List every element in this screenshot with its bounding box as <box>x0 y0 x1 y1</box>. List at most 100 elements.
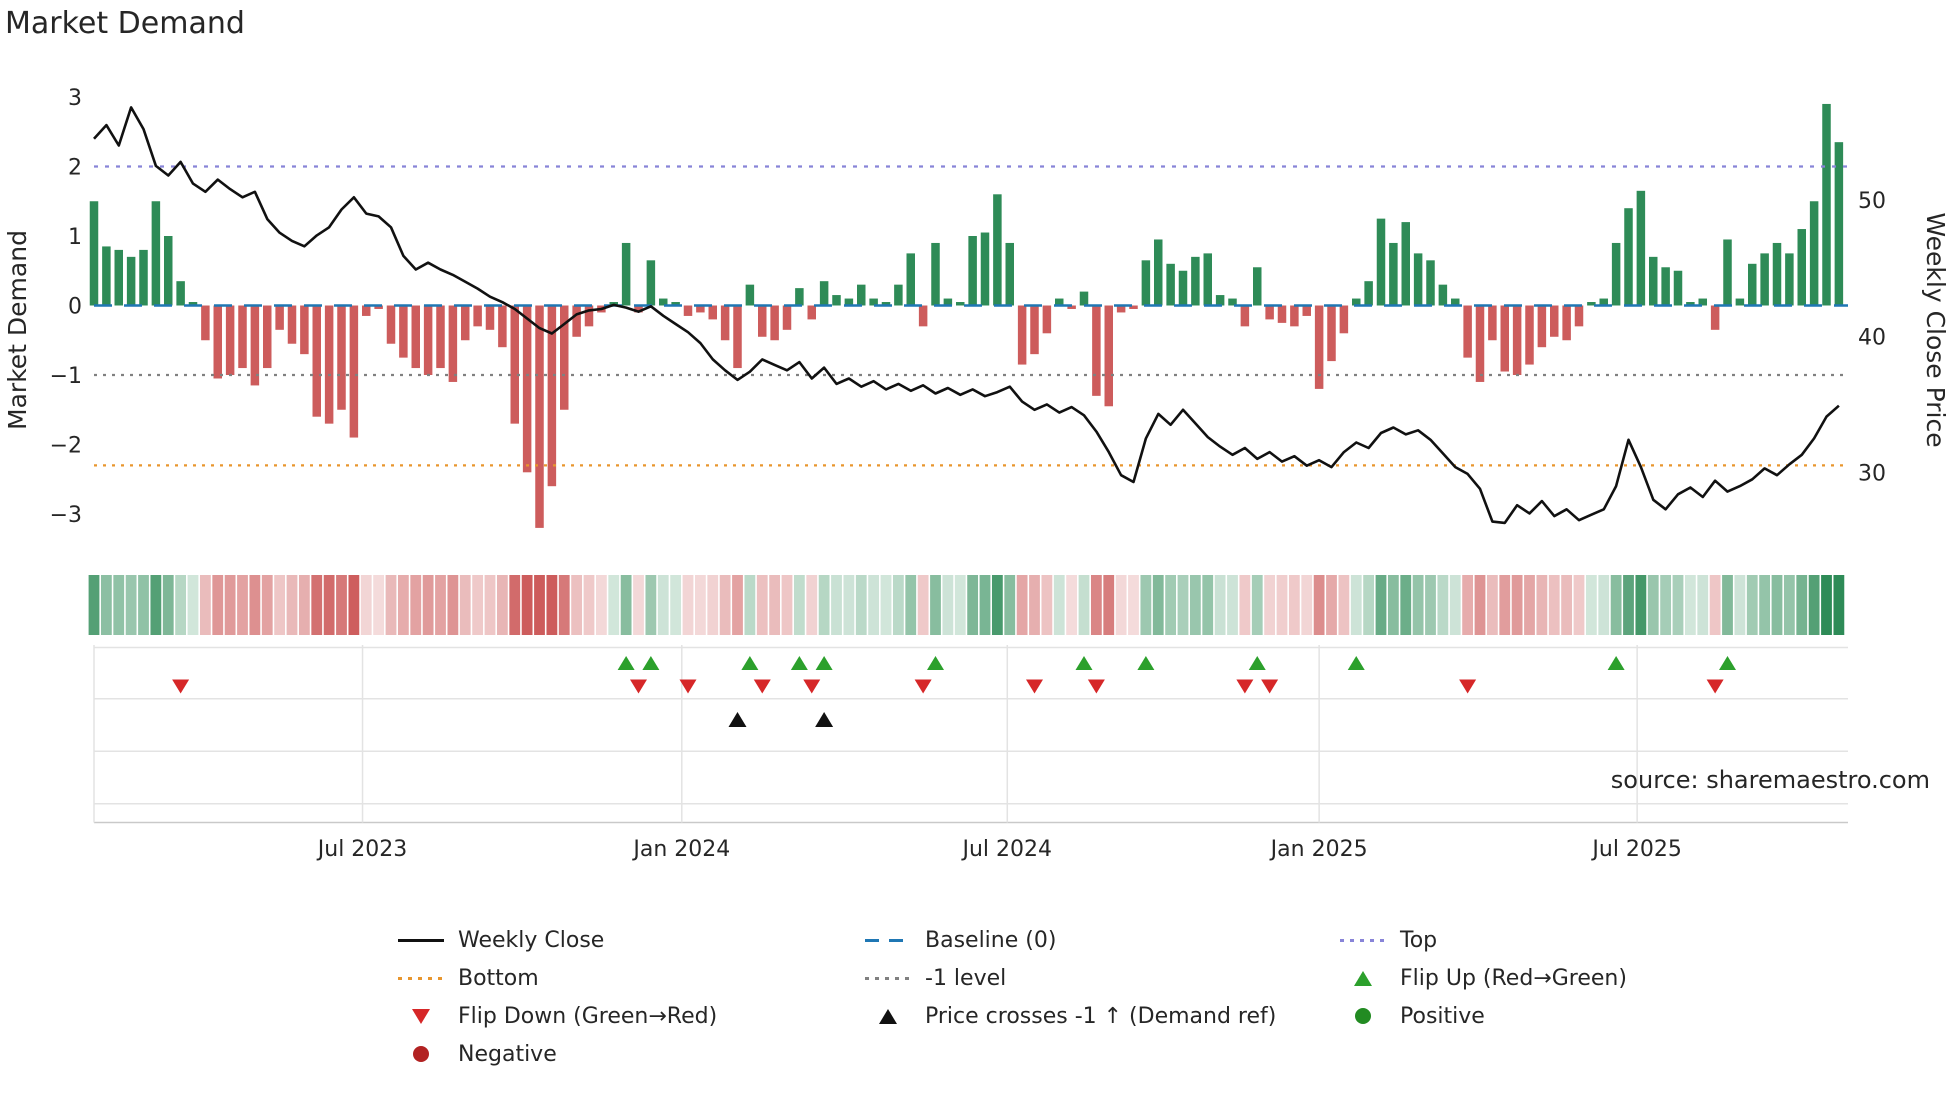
left-axis-tick: −2 <box>50 434 82 459</box>
heatmap-cell <box>1128 575 1139 635</box>
legend-label: Top <box>1400 927 1438 953</box>
heatmap-cell <box>1833 575 1845 635</box>
legend-label: Positive <box>1400 1003 1485 1029</box>
demand-bar <box>1302 305 1311 316</box>
demand-bar <box>918 305 928 327</box>
demand-bar <box>1735 298 1745 306</box>
heatmap-cell <box>534 575 545 635</box>
demand-bar <box>1166 263 1175 306</box>
heatmap-cell <box>620 575 632 635</box>
heatmap-cell <box>954 575 966 635</box>
demand-bar <box>696 305 705 313</box>
demand-bar <box>758 305 767 337</box>
demand-bar <box>708 305 717 320</box>
heatmap-cell <box>496 575 508 635</box>
demand-bar <box>795 288 804 306</box>
heatmap-cell <box>1177 575 1189 635</box>
heatmap-cell <box>336 575 347 635</box>
demand-bar <box>1376 218 1386 306</box>
demand-bar <box>423 305 433 375</box>
flip-down-marker <box>1706 679 1724 694</box>
baseline-dash-icon <box>865 938 911 942</box>
demand-bar <box>869 298 878 306</box>
demand-bar <box>584 305 594 327</box>
legend-label: Bottom <box>458 965 539 991</box>
legend-label: -1 level <box>925 965 1007 991</box>
demand-bar <box>1129 305 1138 309</box>
demand-bar <box>931 242 940 306</box>
demand-bar <box>275 305 284 330</box>
flip-down-marker <box>1261 679 1279 694</box>
heatmap-cell <box>261 575 273 635</box>
demand-bar <box>894 284 903 306</box>
heatmap-cell <box>1041 575 1053 635</box>
demand-bar <box>1352 298 1361 306</box>
demand-bar <box>745 284 755 306</box>
x-axis-tick: Jan 2024 <box>631 837 730 862</box>
heatmap-cell <box>1672 575 1684 635</box>
left-axis-tick: 1 <box>68 225 82 250</box>
heatmap-cell <box>1821 575 1832 635</box>
heatmap-cell <box>892 575 904 635</box>
heatmap-cell <box>1152 575 1164 635</box>
demand-bar <box>337 305 346 410</box>
demand-bar <box>188 302 198 306</box>
legend-label: Flip Down (Green→Red) <box>458 1003 718 1029</box>
demand-bar <box>782 305 792 330</box>
demand-bar <box>1611 242 1621 306</box>
demand-bar <box>1822 103 1831 306</box>
source-text: source: sharemaestro.com <box>1611 766 1930 794</box>
heatmap-cell <box>1425 575 1436 635</box>
demand-bar <box>510 305 519 424</box>
heatmap-cell <box>1734 575 1746 635</box>
flip-up-marker <box>1248 656 1266 670</box>
heatmap-cell <box>831 575 842 635</box>
price-cross-marker <box>815 712 834 727</box>
left-axis-tick: 0 <box>68 295 82 320</box>
demand-bar <box>1438 284 1448 306</box>
weekly-close-line-icon <box>398 938 444 942</box>
heatmap-cell <box>1474 575 1486 635</box>
heatmap-cell <box>1647 575 1659 635</box>
demand-bar <box>572 305 581 337</box>
chart-title: Market Demand <box>5 6 245 41</box>
legend-item-weekly-close: Weekly Close <box>398 921 865 959</box>
heatmap-cell <box>385 575 397 635</box>
legend-item-top: Top <box>1340 921 1627 959</box>
heatmap-cell <box>1709 575 1721 635</box>
flip-down-marker <box>914 679 932 694</box>
heatmap-cell <box>1623 575 1634 635</box>
flip-down-marker <box>1087 679 1105 694</box>
heatmap-cell <box>237 575 248 635</box>
heatmap-cell <box>521 575 533 635</box>
demand-bar <box>646 260 656 306</box>
demand-bar <box>411 305 420 369</box>
legend-item-baseline: Baseline (0) <box>865 921 1340 959</box>
legend-label: Price crosses -1 ↑ (Demand ref) <box>925 1003 1277 1029</box>
demand-bar <box>1141 260 1151 306</box>
demand-bar <box>1834 142 1844 306</box>
heatmap-cell <box>1004 575 1016 635</box>
heatmap-cell <box>1375 575 1387 635</box>
heatmap-cell <box>645 575 657 635</box>
flip-up-marker <box>617 656 635 670</box>
demand-bar <box>213 305 222 379</box>
heatmap-cell <box>1585 575 1597 635</box>
demand-bar <box>1203 253 1212 306</box>
demand-bar <box>733 305 742 369</box>
demand-bar <box>461 305 470 341</box>
demand-bar <box>1339 305 1349 334</box>
flip-down-marker <box>803 679 821 694</box>
demand-bar <box>993 194 1002 306</box>
negative-circle-icon <box>398 1046 444 1062</box>
heatmap-cell <box>1610 575 1622 635</box>
demand-bar <box>1327 305 1336 362</box>
heatmap-cell <box>323 575 335 635</box>
heatmap-cell <box>1251 575 1263 635</box>
heatmap-cell <box>1326 575 1337 635</box>
demand-bar <box>671 302 680 306</box>
heatmap-cell <box>719 575 731 635</box>
demand-bar <box>1488 305 1497 341</box>
heatmap-cell <box>1387 575 1399 635</box>
heatmap-cell <box>1301 575 1313 635</box>
